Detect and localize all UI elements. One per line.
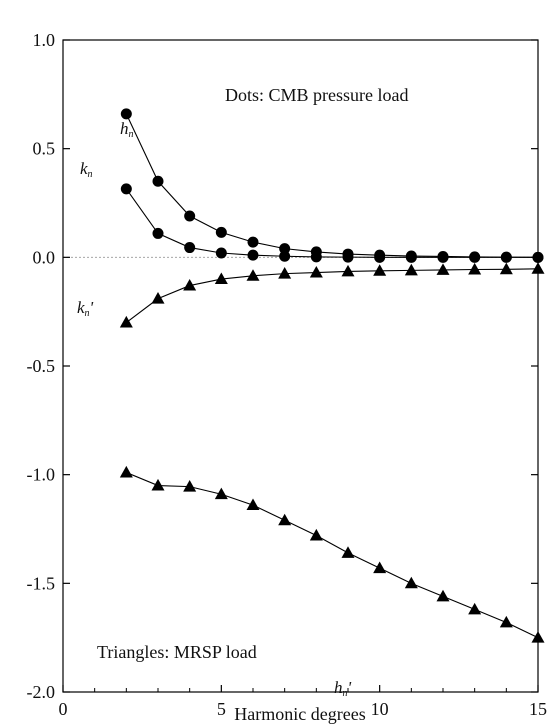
series-line: [126, 471, 539, 639]
data-point-circle: [215, 226, 227, 238]
data-point-triangle: [436, 589, 450, 602]
y-tick-label: 0.5: [33, 139, 56, 159]
data-point-triangle: [499, 262, 513, 275]
data-point-triangle: [183, 480, 197, 492]
data-point-triangle: [341, 264, 355, 277]
series-label-hn: hn: [120, 119, 134, 140]
data-point-circle: [342, 251, 354, 263]
data-point-triangle: [404, 263, 418, 276]
data-point-triangle: [151, 478, 165, 491]
data-point-circle: [310, 251, 322, 263]
data-point-circle: [374, 251, 386, 263]
data-point-triangle: [214, 272, 228, 285]
data-point-triangle: [246, 269, 260, 281]
data-point-circle: [437, 251, 449, 263]
plot-area-frame: [62, 39, 539, 693]
data-point-triangle: [119, 315, 133, 328]
data-point-triangle: [341, 546, 355, 558]
data-point-circle: [184, 242, 196, 254]
series-1: [120, 183, 544, 263]
data-point-triangle: [468, 262, 482, 275]
data-point-circle: [279, 243, 291, 255]
annotation-triangles-mrsp-load: Triangles: MRSP load: [97, 642, 257, 662]
series-3: [119, 465, 545, 643]
annotation-dots-cmb-pressure-load: Dots: CMB pressure load: [225, 85, 409, 105]
data-point-circle: [500, 251, 512, 263]
data-point-triangle: [309, 528, 323, 541]
data-point-triangle: [183, 278, 197, 291]
data-point-circle: [405, 251, 417, 263]
y-tick-label: 1.0: [33, 30, 56, 50]
series-layer: [119, 108, 545, 643]
series-line: [125, 113, 539, 258]
x-tick-label: 0: [59, 699, 68, 719]
data-point-triangle: [531, 631, 545, 643]
series-label-kn: kn: [80, 159, 93, 180]
data-point-circle: [184, 210, 196, 222]
series-label-hn-prime: hn': [334, 678, 352, 699]
series-line: [126, 268, 539, 323]
y-tick-label: -2.0: [27, 682, 56, 702]
data-point-circle: [279, 250, 291, 262]
x-axis-title: Harmonic degrees: [234, 704, 365, 724]
y-tick-label: 0.0: [33, 247, 56, 267]
y-tick-label: -1.5: [27, 573, 56, 593]
x-tick-label: 15: [529, 699, 547, 719]
data-point-circle: [152, 227, 164, 239]
data-point-triangle: [278, 513, 292, 526]
data-point-circle: [152, 175, 164, 187]
data-point-triangle: [373, 561, 387, 574]
x-axis: 0 5 10 15: [59, 685, 547, 719]
data-point-circle: [215, 247, 227, 259]
data-point-circle: [247, 249, 259, 261]
data-point-circle: [469, 251, 481, 263]
series-label-kn-prime: kn': [77, 298, 94, 319]
data-point-triangle: [531, 262, 545, 274]
y-axis: 1.0 0.5 0.0 -0.5 -1.0 -1.5 -2.0: [27, 30, 538, 702]
data-point-triangle: [119, 465, 133, 478]
data-point-circle: [247, 236, 259, 248]
y-tick-label: -0.5: [27, 356, 56, 376]
data-point-triangle: [278, 267, 292, 279]
data-point-circle: [120, 108, 132, 120]
data-point-circle: [120, 183, 132, 195]
y-tick-label: -1.0: [27, 465, 56, 485]
data-point-circle: [532, 251, 544, 263]
data-point-triangle: [373, 264, 387, 276]
data-point-triangle: [404, 576, 418, 589]
series-2: [119, 262, 545, 328]
x-tick-label: 5: [217, 699, 226, 719]
data-point-triangle: [499, 615, 513, 628]
series-0: [120, 108, 544, 263]
data-point-triangle: [214, 487, 228, 500]
data-point-triangle: [436, 263, 450, 275]
data-point-triangle: [468, 602, 482, 615]
data-point-triangle: [309, 265, 323, 278]
data-point-triangle: [246, 498, 260, 511]
x-tick-label: 10: [371, 699, 389, 719]
data-point-triangle: [151, 292, 165, 304]
